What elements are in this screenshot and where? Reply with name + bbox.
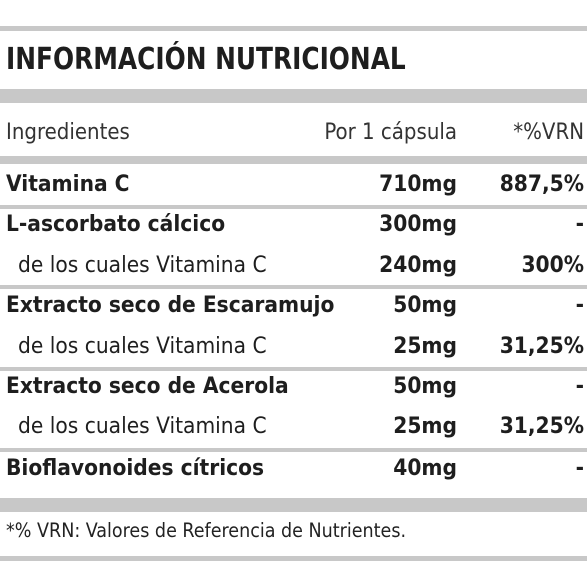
ingredient-amount: 25mg bbox=[393, 413, 457, 439]
row-divider bbox=[0, 205, 587, 209]
ingredient-vrn: 887,5% bbox=[499, 171, 584, 197]
ingredient-vrn: - bbox=[575, 455, 584, 481]
title-rule bbox=[0, 89, 587, 103]
header-per-capsule: Por 1 cápsula bbox=[324, 120, 457, 145]
table-row: Bioflavonoides cítricos 40mg - bbox=[0, 451, 587, 485]
table-row: de los cuales Vitamina C 25mg 31,25% bbox=[0, 329, 587, 363]
table-row: de los cuales Vitamina C 240mg 300% bbox=[0, 248, 587, 282]
table-row: Extracto seco de Acerola 50mg - bbox=[0, 369, 587, 403]
table-row: L-ascorbato cálcico 300mg - bbox=[0, 207, 587, 241]
row-divider bbox=[0, 367, 587, 371]
row-divider bbox=[0, 448, 587, 452]
page-title: INFORMACIÓN NUTRICIONAL bbox=[6, 42, 406, 77]
ingredient-vrn: - bbox=[575, 292, 584, 318]
ingredient-amount: 710mg bbox=[379, 171, 457, 197]
table-row: Vitamina C 710mg 887,5% bbox=[0, 167, 587, 201]
ingredient-amount: 300mg bbox=[379, 211, 457, 237]
table-header: Ingredientes Por 1 cápsula *%VRN bbox=[0, 116, 587, 150]
ingredient-name: Extracto seco de Acerola bbox=[6, 373, 289, 399]
bottom-rule bbox=[0, 498, 587, 512]
table-row: Extracto seco de Escaramujo 50mg - bbox=[0, 288, 587, 322]
ingredient-amount: 40mg bbox=[393, 455, 457, 481]
footer-rule bbox=[0, 556, 587, 561]
ingredient-amount: 50mg bbox=[393, 373, 457, 399]
footnote: *% VRN: Valores de Referencia de Nutrien… bbox=[6, 519, 407, 542]
header-vrn: *%VRN bbox=[513, 120, 584, 145]
table-row: de los cuales Vitamina C 25mg 31,25% bbox=[0, 409, 587, 443]
ingredient-vrn: 300% bbox=[521, 252, 584, 278]
ingredient-name: Bioflavonoides cítricos bbox=[6, 455, 265, 481]
ingredient-name: L-ascorbato cálcico bbox=[6, 211, 226, 237]
top-rule bbox=[0, 26, 587, 31]
ingredient-name: Extracto seco de Escaramujo bbox=[6, 292, 335, 318]
ingredient-name: de los cuales Vitamina C bbox=[18, 252, 267, 278]
ingredient-name: de los cuales Vitamina C bbox=[18, 333, 267, 359]
ingredient-vrn: 31,25% bbox=[499, 333, 584, 359]
ingredient-amount: 240mg bbox=[379, 252, 457, 278]
header-rule bbox=[0, 156, 587, 164]
header-ingredients: Ingredientes bbox=[6, 120, 130, 145]
ingredient-vrn: - bbox=[575, 211, 584, 237]
ingredient-vrn: 31,25% bbox=[499, 413, 584, 439]
ingredient-name: Vitamina C bbox=[6, 171, 130, 197]
ingredient-amount: 50mg bbox=[393, 292, 457, 318]
ingredient-vrn: - bbox=[575, 373, 584, 399]
ingredient-amount: 25mg bbox=[393, 333, 457, 359]
ingredient-name: de los cuales Vitamina C bbox=[18, 413, 267, 439]
row-divider bbox=[0, 285, 587, 289]
